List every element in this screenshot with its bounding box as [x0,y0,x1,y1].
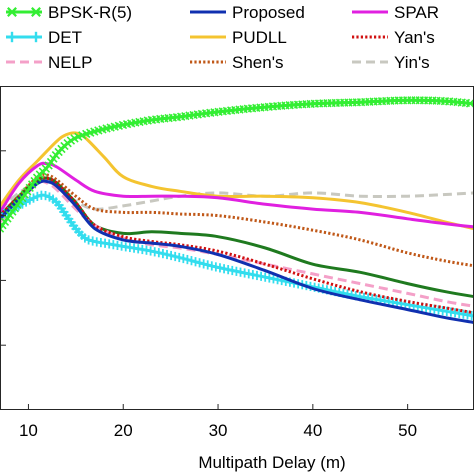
plus-marker [215,263,225,273]
plus-marker [178,253,188,264]
plus-marker [83,235,94,245]
plus-marker [207,261,217,271]
x-tick-label: 30 [209,421,228,440]
series-line-proposed [0,179,474,324]
legend-item-yin-s: Yin's [352,53,430,72]
legend-label: Proposed [232,3,305,22]
x-tick-label: 20 [114,421,133,440]
legend-item-spar: SPAR [352,3,439,22]
legend-x-marker [31,7,41,17]
x-axis-label: Multipath Delay (m) [198,453,345,472]
plus-marker [199,259,209,269]
legend-label: NELP [48,53,92,72]
legend-item-bpsk-r-5: BPSK-R(5) [6,3,132,22]
plus-marker [170,251,180,262]
legend-item-nelp: NELP [6,53,92,72]
legend: BPSK-R(5) DET NELP Proposed PUDLL Shen's SPAR Y… [6,3,439,72]
legend-label: BPSK-R(5) [48,3,132,22]
legend-item-pudll: PUDLL [190,28,287,47]
x-tick-label: 50 [398,421,417,440]
legend-item-det: DET [6,28,82,47]
plus-marker [88,236,98,246]
series-line-yin-s [0,179,474,211]
legend-item-proposed: Proposed [190,3,305,22]
legend-label: Yan's [394,28,435,47]
series-line-unlabeled-green [0,176,474,299]
x-tick-label: 40 [303,421,322,440]
legend-item-shen-s: Shen's [190,53,283,72]
plus-marker [203,260,213,270]
legend-label: Yin's [394,53,430,72]
legend-label: DET [48,28,82,47]
legend-label: Shen's [232,53,283,72]
plus-marker [211,262,221,272]
plus-marker [467,311,474,321]
axes: 10 20 30 40 50 [0,86,474,440]
plus-marker [190,257,201,267]
plus-marker [32,191,42,202]
plus-marker [158,248,168,259]
plus-marker [154,248,164,258]
plus-marker [166,250,176,261]
legend-item-yan-s: Yan's [352,28,435,47]
series-line-pudll [0,131,474,231]
plus-marker [194,258,205,268]
x-marker [465,99,474,108]
series-line-yan-s [0,176,474,315]
legend-label: PUDLL [232,28,287,47]
plus-marker [174,252,184,263]
legend-x-marker [7,7,17,17]
plus-marker [186,256,197,266]
legend-label: SPAR [394,3,439,22]
x-tick-label: 10 [19,421,38,440]
plus-marker [182,254,193,265]
plus-marker [162,249,172,260]
series-line-spar [0,161,474,229]
